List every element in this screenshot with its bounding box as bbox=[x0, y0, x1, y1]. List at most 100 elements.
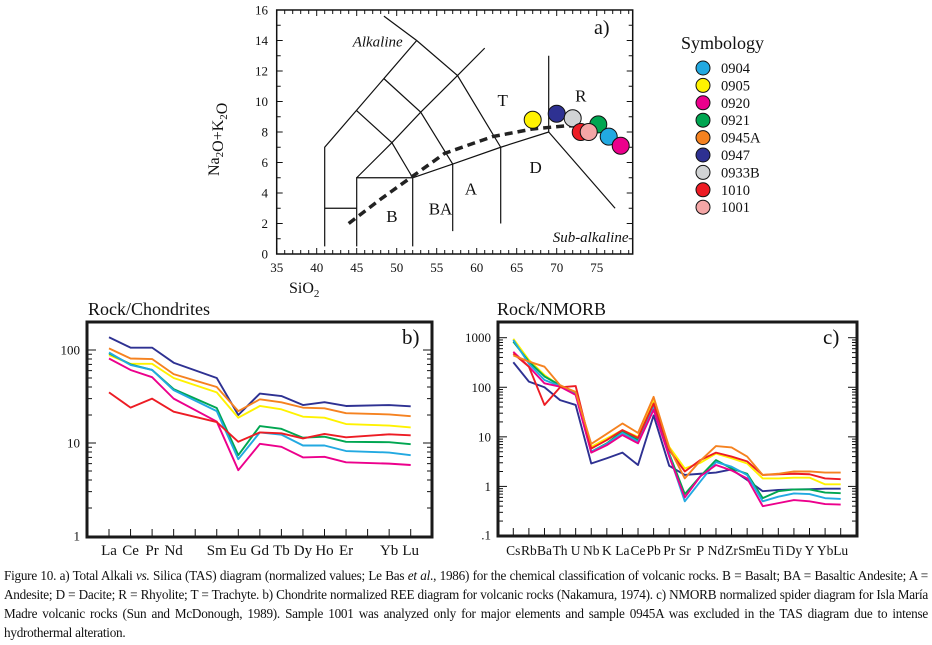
x-tick-label-ti: Ti bbox=[773, 543, 785, 558]
caption-segment: vs. bbox=[135, 568, 150, 583]
x-tick-label: 50 bbox=[390, 260, 403, 275]
legend-swatch-icon bbox=[695, 60, 711, 76]
nmorb-spider-diagram: Rock/NMORB .1 1 10 100 1000 Cs Rb Ba Th U Nb K La Ce Pb… bbox=[465, 299, 859, 558]
caption-segment: Figure 10. a) Total Alkali bbox=[4, 568, 136, 583]
x-tick-label-tb: Tb bbox=[273, 543, 290, 559]
legend-swatch-icon bbox=[695, 182, 711, 198]
y-tick-label: 14 bbox=[255, 33, 269, 48]
legend-label: 0945A bbox=[721, 131, 761, 147]
x-tick-label-nb: Nb bbox=[583, 543, 600, 558]
legend-item: 0905 bbox=[695, 77, 750, 94]
caption-segment: ., 1986) for the chemical classification… bbox=[4, 568, 928, 640]
x-tick-label: 55 bbox=[430, 260, 443, 275]
x-tick-label-pr: Pr bbox=[663, 543, 676, 558]
legend-item: 0945A bbox=[695, 130, 761, 147]
sample-point-0947 bbox=[547, 104, 566, 123]
x-tick-label-la: La bbox=[101, 543, 117, 559]
figure-caption: Figure 10. a) Total Alkali vs. Silica (T… bbox=[4, 566, 928, 642]
field-label-sub-alkaline: Sub-alkaline bbox=[553, 230, 629, 246]
spider-title: Rock/NMORB bbox=[497, 299, 606, 319]
x-tick-label: 65 bbox=[510, 260, 523, 275]
series-line-0905 bbox=[108, 354, 411, 429]
x-tick-label-u: U bbox=[571, 543, 581, 558]
x-tick-label-sr: Sr bbox=[679, 543, 692, 558]
field-label-d: D bbox=[530, 158, 542, 177]
y-axis-label: Na2O+K2O bbox=[206, 103, 231, 176]
x-tick-label-pb: Pb bbox=[646, 543, 661, 558]
legend-label: 0933B bbox=[721, 165, 760, 181]
field-boundary-line bbox=[383, 78, 454, 165]
x-tick-label-k: K bbox=[602, 543, 612, 558]
sample-point-1001 bbox=[579, 123, 598, 141]
x-tick-label: 45 bbox=[350, 260, 363, 275]
series-line-0921 bbox=[108, 352, 411, 457]
y-tick-label: 1 bbox=[485, 479, 492, 494]
x-tick-label-eu: Eu bbox=[230, 543, 247, 559]
legend-label: 0904 bbox=[721, 61, 751, 77]
field-label-b: B bbox=[386, 207, 397, 226]
x-tick-label-nd: Nd bbox=[708, 543, 725, 558]
x-tick-label-lu: Lu bbox=[833, 543, 848, 558]
panel-label-c: c) bbox=[823, 325, 839, 349]
legend-item: 0933B bbox=[695, 164, 760, 181]
y-tick-label: 0 bbox=[262, 247, 269, 262]
y-tick-label: 100 bbox=[472, 380, 492, 395]
legend-item: 1001 bbox=[695, 199, 750, 216]
legend-label: 0920 bbox=[721, 96, 750, 112]
field-label-ba: BA bbox=[429, 199, 453, 218]
x-tick-label-sm: Sm bbox=[738, 543, 757, 558]
series-line-0920 bbox=[108, 357, 411, 472]
chondrite-ree-diagram: Rock/Chondrites 1 10 100 La Ce Pr Nd Sm Eu Gd Tb Dy H… bbox=[61, 299, 434, 559]
x-tick-label-dy: Dy bbox=[294, 543, 313, 559]
series-line-0920 bbox=[512, 351, 841, 508]
legend-label: 0905 bbox=[721, 78, 750, 94]
legend-item: 0920 bbox=[695, 95, 750, 112]
field-boundary-line bbox=[324, 40, 418, 247]
x-tick-label-yb: Yb bbox=[817, 543, 834, 558]
legend-swatch-icon bbox=[695, 199, 711, 215]
y-tick-label: 12 bbox=[255, 64, 268, 79]
x-tick-label: 40 bbox=[310, 260, 323, 275]
y-tick-label: 1 bbox=[74, 529, 81, 544]
x-tick-label: 70 bbox=[550, 260, 563, 275]
legend-item: 1010 bbox=[695, 182, 750, 199]
sample-point-0905 bbox=[523, 110, 542, 129]
alkaline-subalkaline-dashed-line bbox=[347, 124, 585, 225]
x-tick-label-gd: Gd bbox=[251, 543, 270, 559]
legend-swatch-icon bbox=[695, 112, 711, 128]
x-tick-label-pr: Pr bbox=[145, 543, 158, 559]
legend-swatch-icon bbox=[695, 130, 711, 146]
x-tick-label-nd: Nd bbox=[164, 543, 183, 559]
legend-label: 0947 bbox=[721, 148, 750, 164]
tas-diagram: 35 40 45 50 55 60 65 70 75 0 2 4 6 8 10 12 14 16 SiO2 Na2O+… bbox=[206, 3, 634, 300]
x-tick-label-zr: Zr bbox=[725, 543, 738, 558]
x-tick-label-sm: Sm bbox=[207, 543, 227, 559]
field-boundary-line bbox=[412, 55, 550, 247]
legend-label: 1001 bbox=[721, 200, 750, 216]
y-tick-label: .1 bbox=[481, 528, 491, 543]
series-line-1010 bbox=[512, 352, 841, 481]
y-tick-label: 8 bbox=[262, 125, 269, 140]
field-boundary-line bbox=[548, 131, 616, 209]
spider-plot-frame bbox=[496, 320, 859, 538]
x-tick-label-eu: Eu bbox=[755, 543, 770, 558]
x-tick-label-th: Th bbox=[553, 543, 568, 558]
x-tick-label-ce: Ce bbox=[631, 543, 646, 558]
y-tick-label: 2 bbox=[262, 216, 269, 231]
x-tick-label: 75 bbox=[590, 260, 603, 275]
ree-title: Rock/Chondrites bbox=[88, 299, 210, 319]
legend-item: 0921 bbox=[695, 112, 750, 129]
legend-label: 1010 bbox=[721, 183, 750, 199]
x-tick-label-dy: Dy bbox=[786, 543, 803, 558]
x-tick-label-er: Er bbox=[339, 543, 353, 559]
field-label-alkaline: Alkaline bbox=[352, 35, 403, 51]
series-line-0945A bbox=[108, 347, 411, 418]
sample-point-0933B bbox=[563, 109, 582, 128]
caption-segment: et al bbox=[407, 568, 431, 583]
series-line-0947 bbox=[108, 336, 411, 416]
x-tick-label-ce: Ce bbox=[122, 543, 139, 559]
x-tick-label: 60 bbox=[470, 260, 483, 275]
y-tick-label: 10 bbox=[67, 436, 80, 451]
field-label-r: R bbox=[575, 87, 587, 106]
